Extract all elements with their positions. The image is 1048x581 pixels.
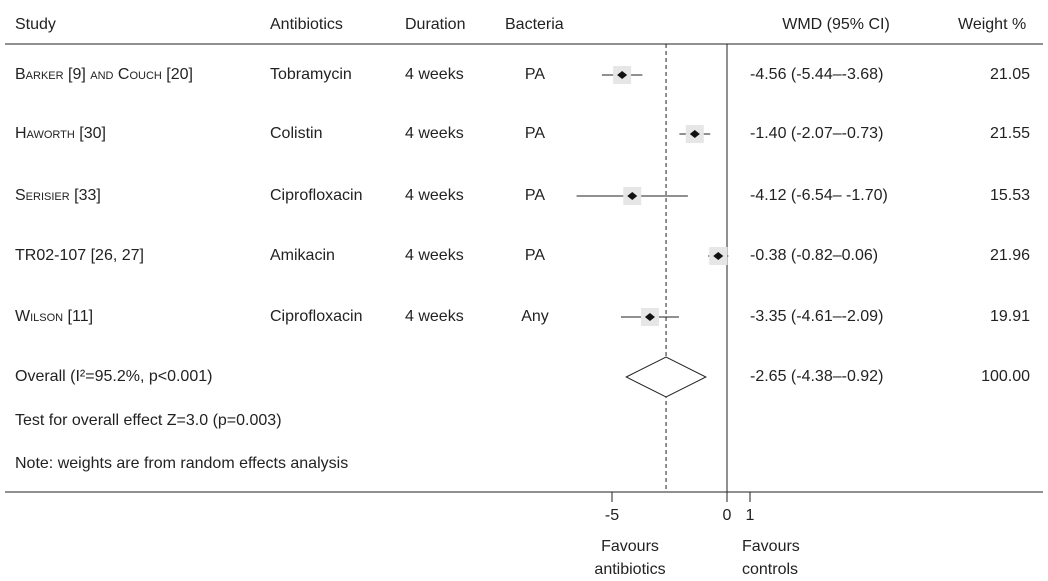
favours-right: Favours	[742, 538, 800, 555]
weight: 21.55	[990, 125, 1030, 142]
study-name: Barker [9] and Couch [20]	[15, 66, 193, 83]
study-name: TR02-107 [26, 27]	[15, 247, 144, 264]
overall-label: Overall (I²=95.2%, p<0.001)	[15, 368, 212, 385]
duration: 4 weeks	[405, 125, 464, 142]
x-tick-label: 0	[723, 507, 732, 524]
point	[713, 252, 724, 260]
antibiotic: Tobramycin	[270, 66, 352, 83]
bacteria: PA	[525, 125, 545, 142]
bacteria: PA	[525, 187, 545, 204]
x-tick-label: 1	[746, 507, 755, 524]
duration: 4 weeks	[405, 187, 464, 204]
note: Note: weights are from random effects an…	[15, 455, 348, 472]
bacteria: PA	[525, 66, 545, 83]
weight: 15.53	[990, 187, 1030, 204]
header: WMD (95% CI)	[782, 16, 890, 33]
favours-left: Favours	[601, 538, 659, 555]
antibiotic: Ciprofloxacin	[270, 308, 362, 325]
weight: 21.96	[990, 247, 1030, 264]
wmd: -3.35 (-4.61–-2.09)	[750, 308, 883, 325]
wmd: -1.40 (-2.07–-0.73)	[750, 125, 883, 142]
overall-diamond	[625, 356, 707, 398]
weight: 21.05	[990, 66, 1030, 83]
study-name: Serisier [33]	[15, 187, 101, 204]
wmd: -4.12 (-6.54– -1.70)	[750, 187, 888, 204]
wmd: -2.65 (-4.38–-0.92)	[750, 368, 883, 385]
weight: 19.91	[990, 308, 1030, 325]
header: Duration	[405, 16, 465, 33]
header: Bacteria	[505, 16, 564, 33]
header: Antibiotics	[270, 16, 343, 33]
duration: 4 weeks	[405, 308, 464, 325]
weight: 100.00	[981, 368, 1030, 385]
antibiotic: Colistin	[270, 125, 322, 142]
point	[689, 130, 700, 138]
header: Study	[15, 16, 56, 33]
antibiotic: Ciprofloxacin	[270, 187, 362, 204]
wmd: -0.38 (-0.82–0.06)	[750, 247, 878, 264]
favours-left: antibiotics	[594, 561, 665, 578]
bacteria: Any	[521, 308, 549, 325]
duration: 4 weeks	[405, 247, 464, 264]
study-name: Wilson [11]	[15, 308, 93, 325]
antibiotic: Amikacin	[270, 247, 335, 264]
duration: 4 weeks	[405, 66, 464, 83]
point	[644, 313, 655, 321]
x-tick-label: -5	[605, 507, 619, 524]
study-name: Haworth [30]	[15, 125, 106, 142]
point	[627, 192, 638, 200]
wmd: -4.56 (-5.44–-3.68)	[750, 66, 883, 83]
point	[617, 71, 628, 79]
bacteria: PA	[525, 247, 545, 264]
header: Weight %	[958, 16, 1026, 33]
favours-right: controls	[742, 561, 798, 578]
note: Test for overall effect Z=3.0 (p=0.003)	[15, 412, 282, 429]
